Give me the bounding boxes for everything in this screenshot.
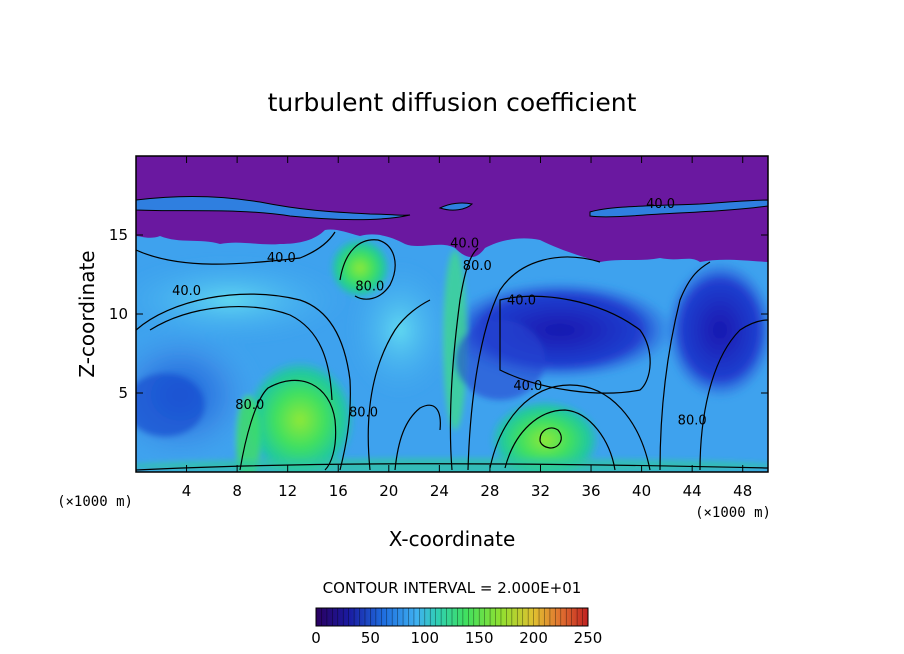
x-tick-label: 20 <box>379 482 398 500</box>
x-tick-label: 8 <box>232 482 242 500</box>
x-axis-label: X-coordinate <box>389 527 516 551</box>
x-ticks: 4 8 12 16 20 24 28 32 36 40 44 48 <box>182 156 752 500</box>
colorbar-tick-label: 0 <box>311 629 321 647</box>
cyan-upper-left <box>136 255 350 345</box>
contour-label: 80.0 <box>355 279 384 294</box>
x-tick-label: 32 <box>531 482 550 500</box>
colorbar-ticks: 0 50 100 150 200 250 <box>311 629 602 647</box>
colorbar-tick-label: 250 <box>574 629 603 647</box>
chart-title: turbulent diffusion coefficient <box>268 88 637 117</box>
x-tick-label: 12 <box>278 482 297 500</box>
y-axis-label: Z-coordinate <box>75 250 99 377</box>
green-eddy-18 <box>330 238 390 298</box>
contour-label: 40.0 <box>646 197 675 212</box>
x-tick-label: 24 <box>430 482 449 500</box>
x-tick-label: 28 <box>480 482 499 500</box>
x-tick-label: 4 <box>182 482 192 500</box>
contour-lines <box>136 231 768 471</box>
green-eddy-12 <box>245 360 355 472</box>
x-tick-label: 44 <box>683 482 702 500</box>
filament-mid <box>438 202 474 211</box>
x-tick-label: 36 <box>581 482 600 500</box>
y-ticks: 5 10 15 <box>109 226 768 402</box>
colorbar-stripes <box>321 608 583 626</box>
contour-label: 40.0 <box>507 294 536 309</box>
y-tick-label: 5 <box>118 384 128 402</box>
green-eddy-32 <box>490 400 600 472</box>
colorbar-tick-label: 150 <box>465 629 494 647</box>
x-tick-label: 16 <box>329 482 348 500</box>
contour-label: 40.0 <box>172 284 201 299</box>
contour-label: 40.0 <box>513 379 542 394</box>
y-tick-label: 15 <box>109 226 128 244</box>
filament-upper-left <box>136 196 411 221</box>
x-tick-label: 48 <box>733 482 752 500</box>
colorbar-tick-label: 200 <box>519 629 548 647</box>
contour-label: 80.0 <box>235 398 264 413</box>
contour-label: 80.0 <box>463 259 492 274</box>
eddy-left-core <box>136 373 205 437</box>
contour-label: 80.0 <box>678 414 707 429</box>
x-unit-right: (×1000 m) <box>695 505 771 521</box>
contour-label: 40.0 <box>450 237 479 252</box>
filament-upper-right <box>589 199 768 218</box>
colorbar-tick-label: 100 <box>410 629 439 647</box>
contour-label: 40.0 <box>267 251 296 266</box>
contour-interval: CONTOUR INTERVAL = 2.000E+01 <box>323 579 582 597</box>
contour-labels: 40.0 40.0 40.0 40.0 40.0 40.0 80.0 80.0 80.0 80.0… <box>172 197 707 428</box>
x-unit-left: (×1000 m) <box>57 494 133 510</box>
contour-label: 80.0 <box>349 406 378 421</box>
heatmap-field <box>136 156 768 472</box>
colorbar-tick-label: 50 <box>361 629 380 647</box>
y-tick-label: 10 <box>109 305 128 323</box>
dark-blue-right-2 <box>665 260 768 400</box>
x-tick-label: 40 <box>632 482 651 500</box>
